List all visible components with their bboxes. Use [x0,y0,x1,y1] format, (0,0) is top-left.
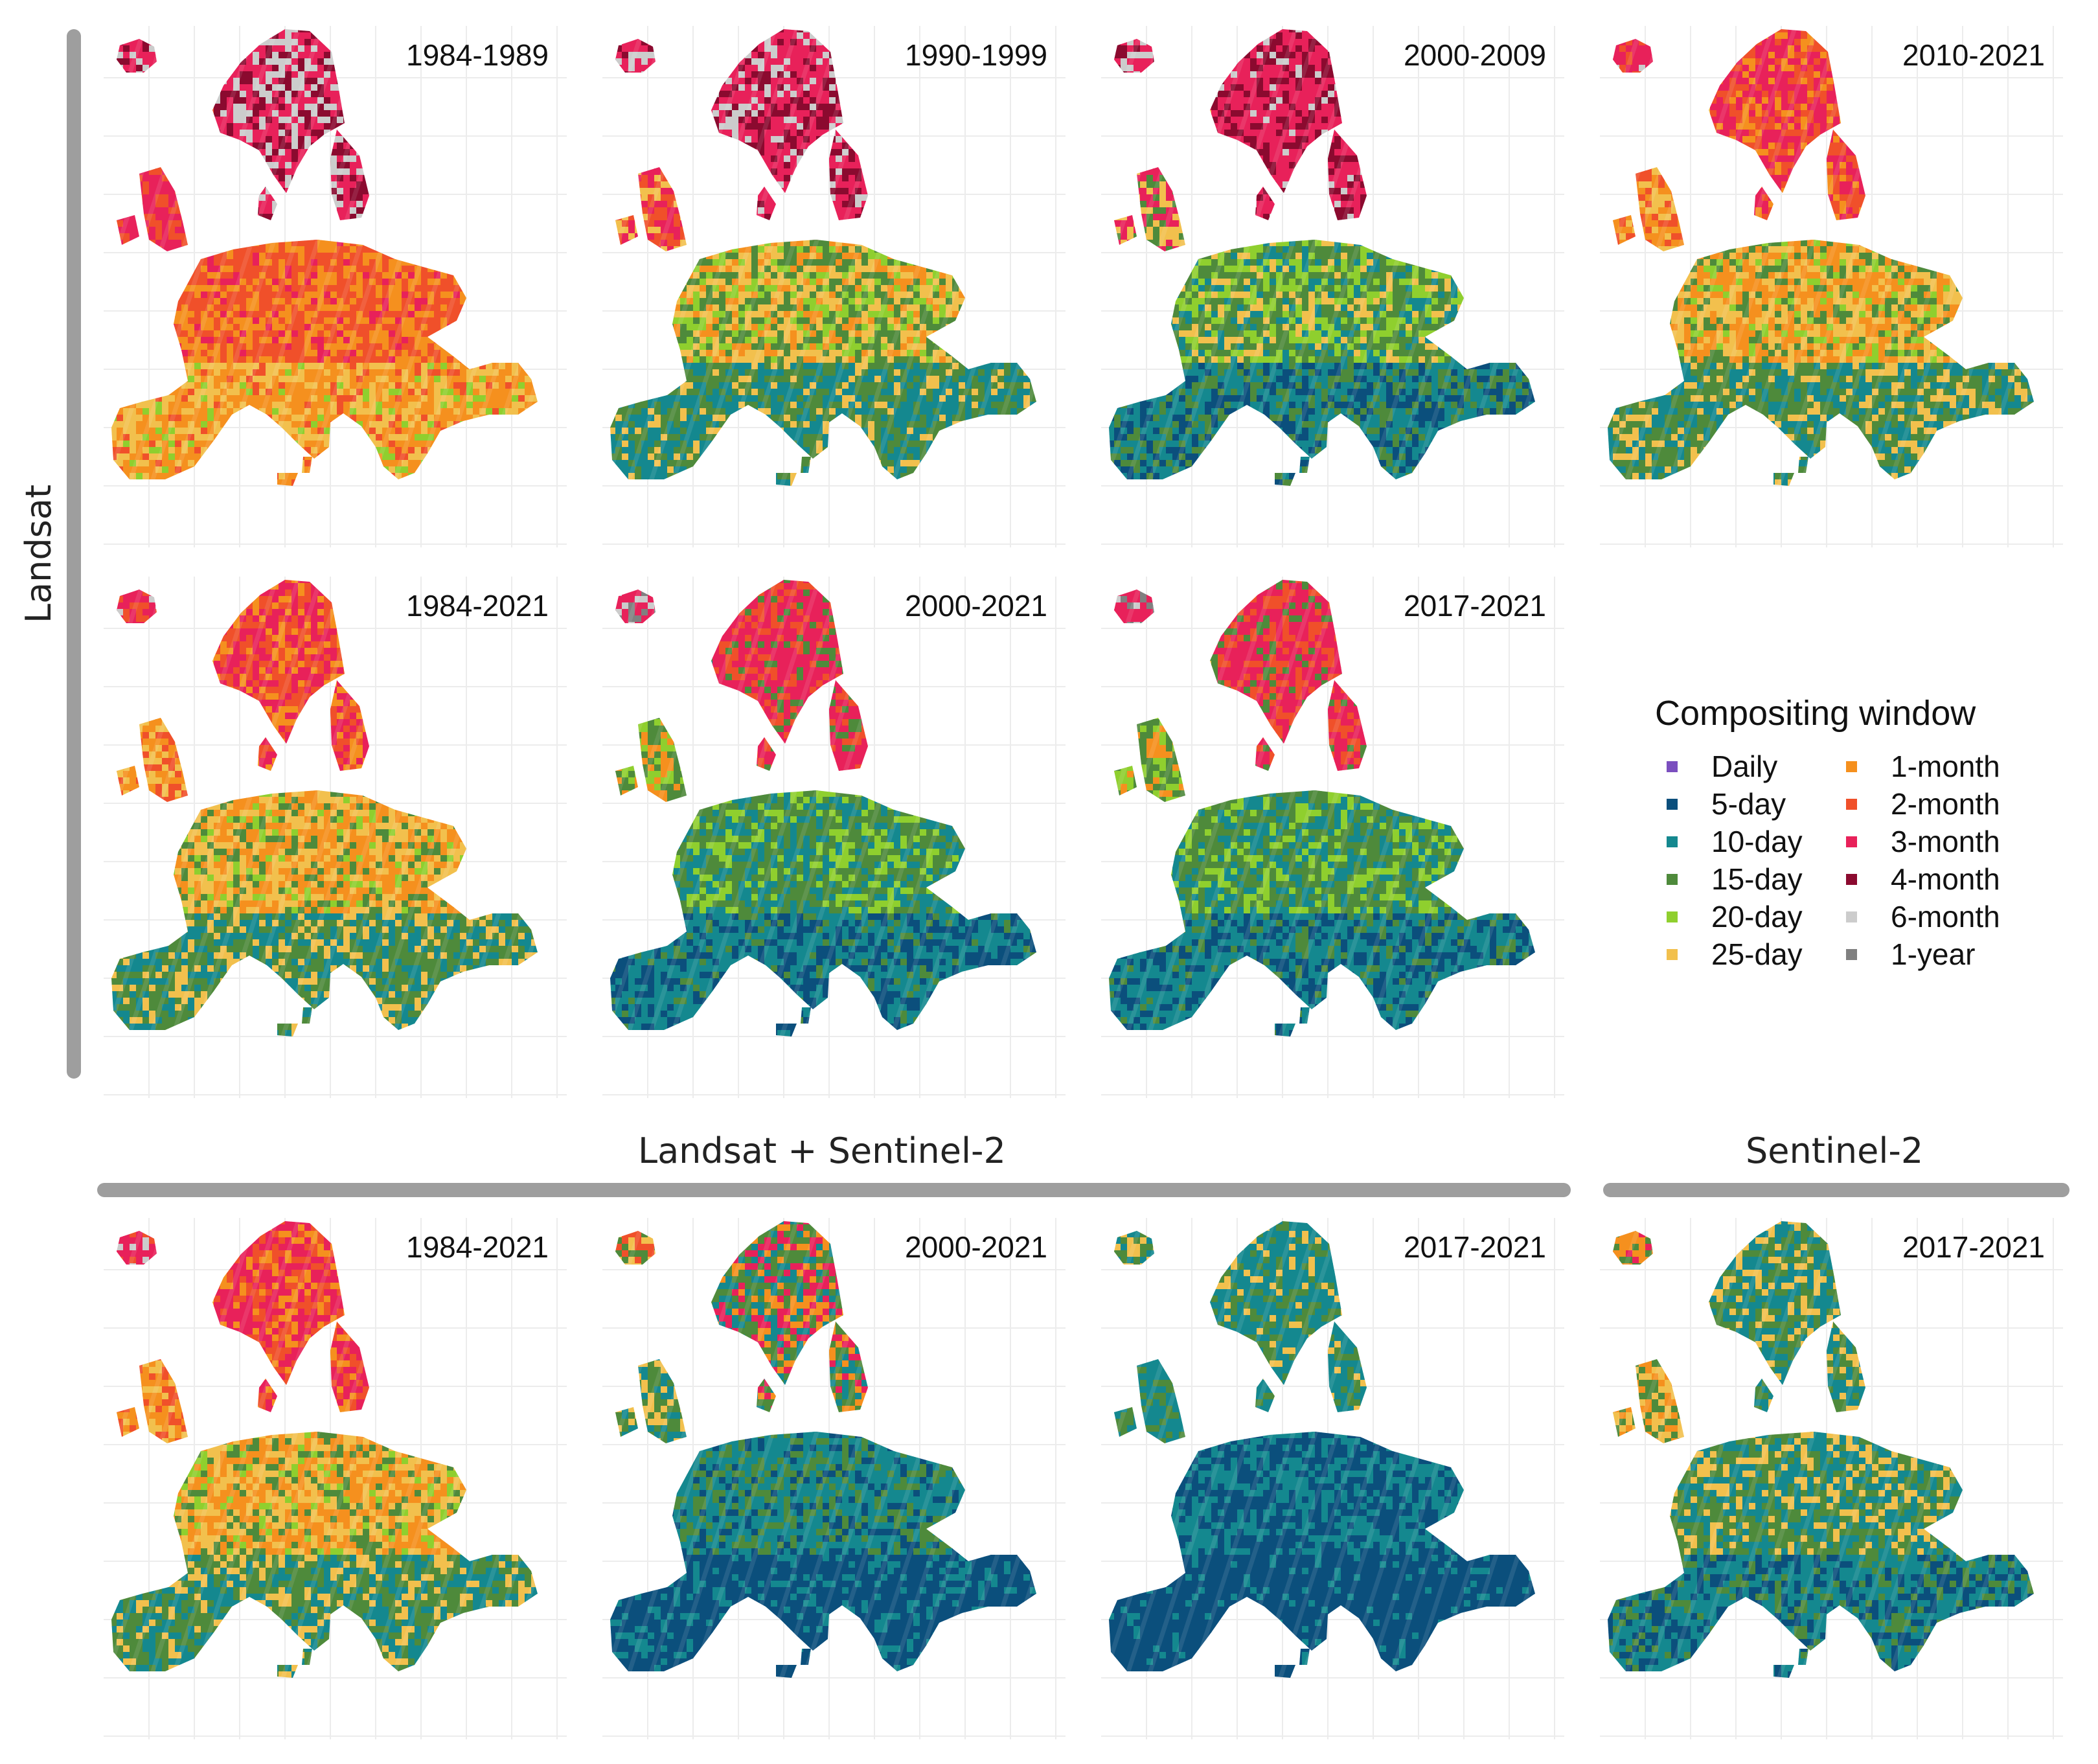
period-label: 1990-1999 [905,38,1047,73]
legend-swatch [1846,761,1857,772]
compositing-window-raster [1109,1221,1535,1678]
period-label: 1984-2021 [406,588,549,623]
period-label: 2000-2021 [905,1230,1047,1265]
map-panel: 2000-2009 [1101,26,1564,547]
map-panel: 2017-2021 [1600,1218,2063,1739]
legend-label: 25-day [1711,937,1803,972]
period-label: 2000-2009 [1404,38,1546,73]
compositing-window-raster [1608,29,2034,486]
legend-label: 1-year [1891,937,1975,972]
map-panel: 2010-2021 [1600,26,2063,547]
europe-map [1101,1218,1564,1739]
landsat-group-label: Landsat [18,485,60,623]
legend-label: 1-month [1891,749,2000,784]
europe-map [1101,577,1564,1098]
period-label: 1984-2021 [406,1230,549,1265]
europe-map [602,26,1066,547]
period-label: 1984-1989 [406,38,549,73]
europe-map [602,1218,1066,1739]
legend-swatch [1667,873,1678,885]
legend-swatch [1846,836,1857,847]
legend-swatch [1667,761,1678,772]
compositing-window-raster [1109,580,1535,1037]
map-panel: 1990-1999 [602,26,1066,547]
compositing-window-raster [111,29,538,486]
legend-swatch [1667,911,1678,922]
map-panel: 2000-2021 [602,577,1066,1098]
legend-title: Compositing window [1655,693,1976,733]
legend-item: 5-day [1667,785,1786,823]
legend-label: 4-month [1891,862,2000,897]
europe-map [1101,26,1564,547]
europe-map [104,577,567,1098]
legend-swatch [1667,836,1678,847]
legend-item: 4-month [1846,860,2000,898]
map-panel: 1984-2021 [104,577,567,1098]
legend-swatch [1846,798,1857,810]
map-panel: 2017-2021 [1101,577,1564,1098]
map-panel: 1984-1989 [104,26,567,547]
legend-swatch [1667,798,1678,810]
map-panel: 1984-2021 [104,1218,567,1739]
compositing-window-raster [1109,29,1535,486]
compositing-window-raster [610,1221,1036,1678]
legend-item: 20-day [1667,898,1803,935]
europe-map [1600,26,2063,547]
legend-item: 3-month [1846,823,2000,860]
legend-label: 20-day [1711,899,1803,934]
legend-label: Daily [1711,749,1777,784]
period-label: 2017-2021 [1404,588,1546,623]
period-label: 2017-2021 [1404,1230,1546,1265]
legend-item: 10-day [1667,823,1803,860]
europe-map [104,26,567,547]
legend-item: Daily [1667,748,1777,785]
sentinel-group-bar [1603,1183,2069,1197]
legend-item: 1-month [1846,748,2000,785]
compositing-window-raster [111,580,538,1037]
legend-label: 2-month [1891,786,2000,821]
europe-map [104,1218,567,1739]
legend-label: 5-day [1711,786,1786,821]
compositing-window-raster [610,29,1036,486]
legend-item: 15-day [1667,860,1803,898]
legend-swatch [1667,948,1678,960]
europe-map [1600,1218,2063,1739]
legend: Compositing window Daily 5-day 10-day 15-da… [1655,693,2069,991]
legend-item: 1-year [1846,935,1975,973]
europe-map [602,577,1066,1098]
compositing-window-raster [111,1221,538,1678]
compositing-window-raster [1608,1221,2034,1678]
landsat-sentinel-group-label: Landsat + Sentinel-2 [638,1130,1006,1171]
legend-item: 6-month [1846,898,2000,935]
legend-label: 3-month [1891,824,2000,859]
period-label: 2010-2021 [1902,38,2045,73]
map-panel: 2017-2021 [1101,1218,1564,1739]
legend-swatch [1846,948,1857,960]
legend-label: 10-day [1711,824,1803,859]
landsat-group-bar [67,29,81,1079]
legend-swatch [1846,911,1857,922]
period-label: 2017-2021 [1902,1230,2045,1265]
sentinel-group-label: Sentinel-2 [1746,1130,1923,1171]
legend-item: 25-day [1667,935,1803,973]
compositing-window-raster [610,580,1036,1037]
period-label: 2000-2021 [905,588,1047,623]
legend-swatch [1846,873,1857,885]
legend-item: 2-month [1846,785,2000,823]
legend-label: 6-month [1891,899,2000,934]
landsat-sentinel-group-bar [97,1183,1571,1197]
legend-label: 15-day [1711,862,1803,897]
map-panel: 2000-2021 [602,1218,1066,1739]
